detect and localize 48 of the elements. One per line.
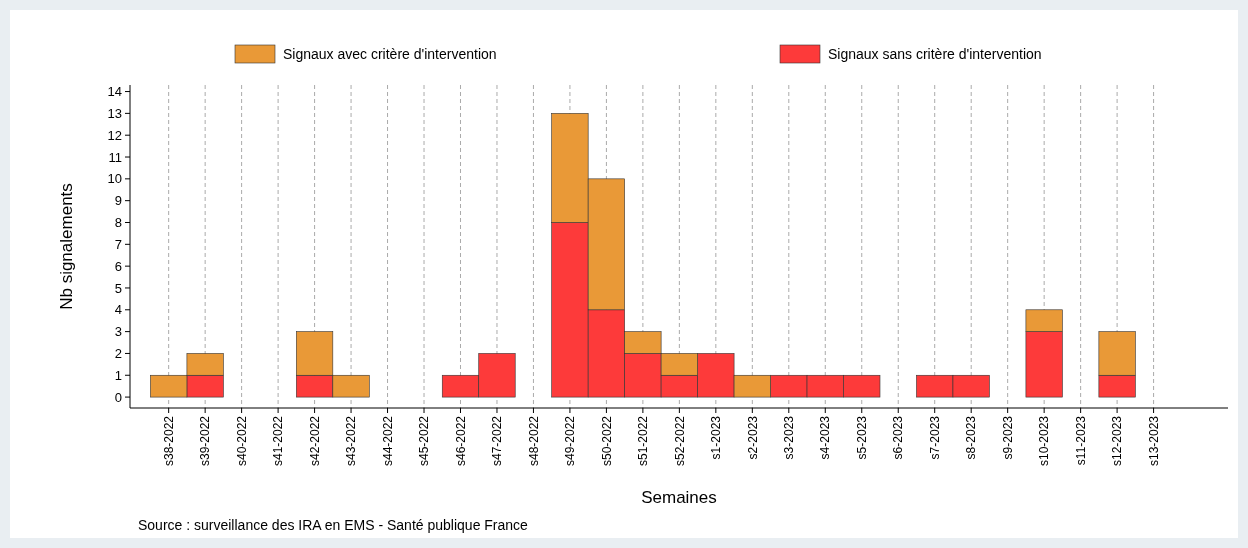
y-tick-label: 7 [114, 236, 122, 252]
x-tick-label: s5-2023 [854, 415, 869, 460]
legend-label: Signaux sans critère d'intervention [828, 46, 1042, 62]
y-tick-label: 2 [114, 345, 122, 361]
y-tick-label: 1 [114, 367, 122, 383]
x-tick-label: s13-2023 [1146, 415, 1161, 467]
x-tick-label: s52-2022 [672, 415, 687, 467]
x-tick-label: s8-2023 [964, 415, 979, 460]
x-tick-label: s49-2022 [563, 415, 578, 467]
x-tick-label: s1-2023 [709, 415, 724, 460]
x-tick-label: s44-2022 [380, 415, 395, 467]
y-tick-label: 8 [114, 215, 122, 231]
y-tick-label: 5 [114, 280, 122, 296]
x-tick-label: s7-2023 [927, 415, 942, 460]
x-tick-label: s10-2023 [1037, 415, 1052, 467]
x-tick-label: s51-2022 [636, 415, 651, 467]
source-note: Source : surveillance des IRA en EMS - Santé publique France [138, 517, 529, 533]
y-tick-label: 14 [107, 84, 122, 100]
x-tick-label: s11-2023 [1073, 415, 1088, 466]
x-tick-label: s12-2023 [1110, 415, 1125, 467]
x-tick-label: s6-2023 [891, 415, 906, 460]
y-tick-label: 11 [108, 149, 122, 165]
y-tick-label: 4 [114, 302, 122, 318]
x-tick-label: s38-2022 [161, 415, 176, 467]
x-tick-label: s39-2022 [198, 415, 213, 467]
y-tick-label: 13 [107, 105, 122, 121]
y-tick-label: 0 [114, 389, 122, 405]
x-tick-label: s45-2022 [417, 415, 432, 467]
x-tick-label: s48-2022 [526, 415, 541, 467]
x-tick-label: s47-2022 [490, 415, 505, 467]
x-tick-label: s46-2022 [453, 415, 468, 467]
y-tick-label: 3 [114, 324, 122, 340]
x-tick-label: s40-2022 [234, 415, 249, 467]
x-tick-label: s50-2022 [599, 415, 614, 467]
x-tick-label: s3-2023 [782, 415, 796, 460]
y-tick-label: 9 [114, 193, 122, 209]
y-tick-label: 12 [107, 127, 122, 143]
x-tick-label: s43-2022 [344, 415, 359, 467]
x-tick-label: s41-2022 [271, 415, 286, 467]
y-tick-label: 6 [114, 258, 122, 274]
x-tick-label: s4-2023 [818, 415, 833, 460]
legend-label: Signaux avec critère d'intervention [283, 46, 497, 62]
y-axis-title: Nb signalements [57, 183, 76, 310]
x-tick-label: s9-2023 [1000, 415, 1015, 460]
x-tick-label: s2-2023 [745, 415, 760, 460]
x-axis-title: Semaines [641, 488, 717, 507]
y-tick-label: 10 [107, 171, 122, 187]
x-tick-label: s42-2022 [307, 415, 322, 467]
